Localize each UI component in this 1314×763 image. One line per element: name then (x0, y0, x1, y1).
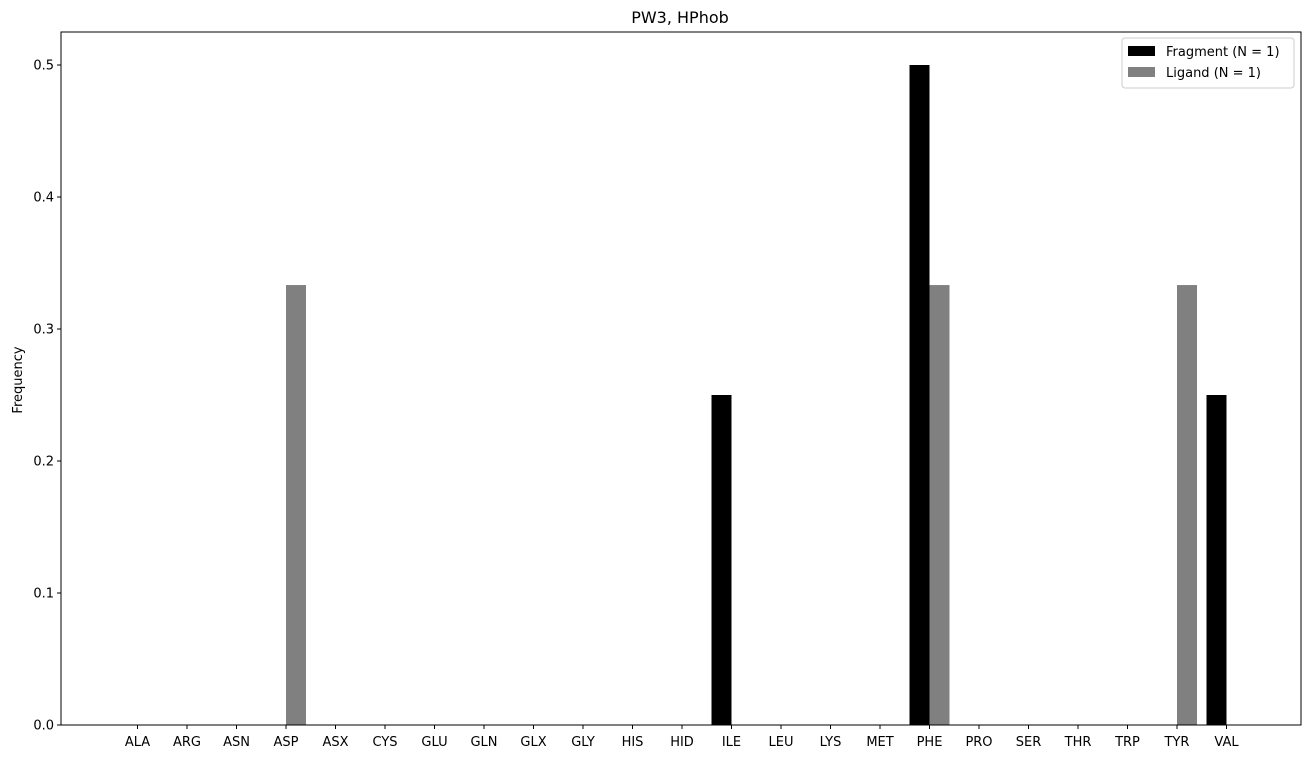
y-tick-label: 0.5 (33, 59, 54, 74)
x-tick-label-asn: ASN (223, 735, 250, 750)
legend-label-ligand: Ligand (N = 1) (1166, 66, 1261, 81)
bar-ligand-asp (286, 285, 306, 725)
x-tick-label-val: VAL (1214, 735, 1239, 750)
x-tick-label-hid: HID (670, 735, 694, 750)
bar-fragment-phe (909, 65, 930, 725)
x-tick-label-ala: ALA (125, 735, 150, 750)
y-axis: 0.0 0.1 0.2 0.3 0.4 0.5 (33, 59, 61, 734)
legend-label-fragment: Fragment (N = 1) (1166, 45, 1280, 60)
bar-fragment-ile (711, 395, 732, 725)
y-tick-label: 0.2 (33, 455, 54, 470)
legend-box (1121, 37, 1295, 89)
x-tick-label-glx: GLX (520, 735, 546, 750)
x-tick-label-lys: LYS (820, 735, 842, 750)
x-tick-label-tyr: TYR (1164, 735, 1190, 750)
x-tick-label-asx: ASX (322, 735, 348, 750)
y-tick-label: 0.3 (33, 323, 54, 338)
plot-frame (60, 31, 1302, 726)
x-tick-label-ser: SER (1016, 735, 1042, 750)
x-tick-label-phe: PHE (917, 735, 943, 750)
x-tick-label-cys: CYS (372, 735, 397, 750)
x-tick-label-met: MET (866, 735, 893, 750)
x-tick-label-his: HIS (622, 735, 644, 750)
chart-title: PW3, HPhob (631, 8, 729, 27)
x-tick-label-thr: THR (1064, 735, 1092, 750)
legend-swatch-ligand (1128, 67, 1155, 77)
y-axis-label: Frequency (11, 346, 26, 413)
x-tick-label-leu: LEU (769, 735, 794, 750)
x-tick-label-arg: ARG (173, 735, 201, 750)
bars-layer (286, 65, 1227, 725)
bar-ligand-phe (929, 285, 950, 725)
x-tick-label-glu: GLU (421, 735, 447, 750)
legend: Fragment (N = 1) Ligand (N = 1) (1121, 37, 1295, 89)
bar-ligand-tyr (1177, 285, 1197, 725)
x-axis: ALA ARG ASN ASP ASX CYS GLU GLN GLX GLY HIS HID ILE L… (125, 725, 1239, 750)
x-tick-label-pro: PRO (965, 735, 992, 750)
x-tick-label-gln: GLN (470, 735, 497, 750)
y-tick-label: 0.1 (33, 587, 54, 602)
x-tick-label-trp: TRP (1114, 735, 1140, 750)
x-tick-label-asp: ASP (274, 735, 299, 750)
y-tick-label: 0.4 (33, 191, 54, 206)
y-tick-label: 0.0 (33, 719, 54, 734)
legend-swatch-fragment (1128, 46, 1155, 56)
x-tick-label-ile: ILE (722, 735, 741, 750)
x-tick-label-gly: GLY (571, 735, 595, 750)
bar-fragment-val (1206, 395, 1227, 725)
